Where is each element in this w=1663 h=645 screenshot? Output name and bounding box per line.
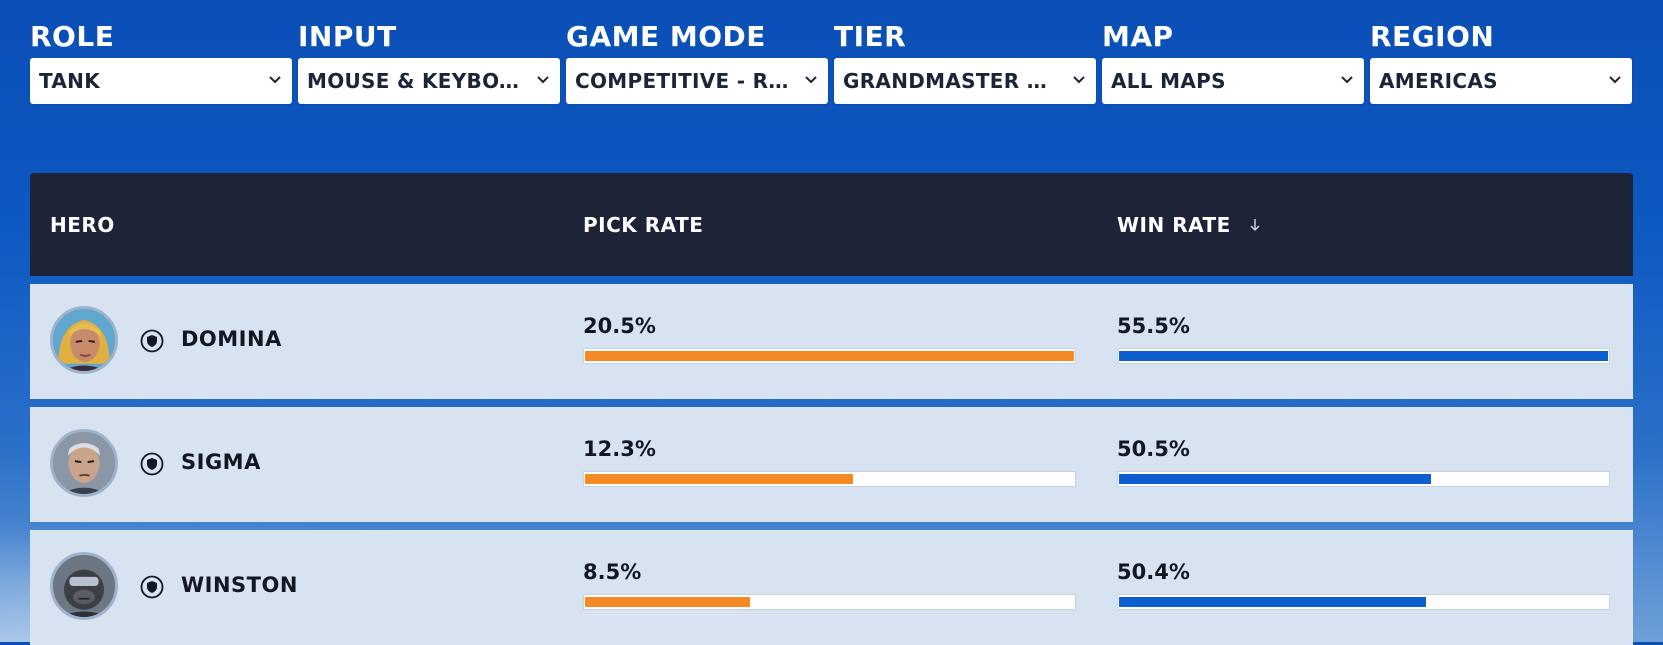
filter-region: REGION AMERICAS (1370, 18, 1632, 104)
hero-avatar-domina (50, 306, 118, 374)
tier-select[interactable]: GRANDMASTER AN... (834, 58, 1096, 104)
filter-bar: ROLE TANK INPUT MOUSE & KEYBOARD GAME MO… (30, 18, 1633, 104)
tier-select-value: GRANDMASTER AN... (843, 69, 1060, 93)
table-row[interactable]: WINSTON 8.5% 50.4% (30, 530, 1633, 645)
map-select-value: ALL MAPS (1111, 69, 1226, 93)
game-mode-select-value: COMPETITIVE - ROL... (575, 69, 792, 93)
pick-rate-bar-fill (585, 474, 854, 484)
table-row[interactable]: DOMINA 20.5% 55.5% (30, 284, 1633, 399)
win-rate-bar-fill (1119, 597, 1427, 607)
input-select[interactable]: MOUSE & KEYBOARD (298, 58, 560, 104)
chevron-down-icon (805, 76, 817, 84)
pick-rate-bar (583, 594, 1076, 610)
region-select[interactable]: AMERICAS (1370, 58, 1632, 104)
column-header-win-rate[interactable]: WIN RATE (1117, 213, 1261, 237)
hero-avatar-winston (50, 552, 118, 620)
filter-region-label: REGION (1370, 20, 1495, 53)
region-select-value: AMERICAS (1379, 69, 1498, 93)
tank-shield-icon (140, 452, 164, 476)
pick-rate-value: 12.3% (583, 437, 656, 461)
tank-shield-icon (140, 329, 164, 353)
filter-role: ROLE TANK (30, 18, 292, 104)
filter-input-label: INPUT (298, 20, 397, 53)
win-rate-value: 50.5% (1117, 437, 1190, 461)
table-header: HERO PICK RATE WIN RATE (30, 173, 1633, 276)
role-select-value: TANK (39, 69, 101, 93)
filter-tier-label: TIER (834, 20, 907, 53)
pick-rate-bar-fill (585, 351, 1074, 361)
filter-tier: TIER GRANDMASTER AN... (834, 18, 1096, 104)
win-rate-bar-fill (1119, 351, 1608, 361)
pick-rate-value: 8.5% (583, 560, 642, 584)
tank-shield-icon (140, 575, 164, 599)
map-select[interactable]: ALL MAPS (1102, 58, 1364, 104)
chevron-down-icon (269, 76, 281, 84)
pick-rate-bar (583, 348, 1076, 364)
hero-portrait-icon (53, 555, 115, 617)
pick-rate-bar (583, 471, 1076, 487)
hero-name[interactable]: SIGMA (181, 450, 261, 474)
hero-name[interactable]: WINSTON (181, 573, 298, 597)
hero-avatar-sigma (50, 429, 118, 497)
game-mode-select[interactable]: COMPETITIVE - ROL... (566, 58, 828, 104)
filter-game-mode-label: GAME MODE (566, 20, 766, 53)
input-select-value: MOUSE & KEYBOARD (307, 69, 524, 93)
filter-input: INPUT MOUSE & KEYBOARD (298, 18, 560, 104)
filter-game-mode: GAME MODE COMPETITIVE - ROL... (566, 18, 828, 104)
chevron-down-icon (1073, 76, 1085, 84)
column-header-hero[interactable]: HERO (50, 212, 115, 237)
win-rate-value: 55.5% (1117, 314, 1190, 338)
win-rate-bar (1117, 348, 1610, 364)
table-row[interactable]: SIGMA 12.3% 50.5% (30, 407, 1633, 522)
win-rate-value: 50.4% (1117, 560, 1190, 584)
hero-stats-table: HERO PICK RATE WIN RATE DOMINA 20.5% (30, 173, 1633, 645)
win-rate-bar (1117, 471, 1610, 487)
sort-descending-icon[interactable] (1249, 218, 1261, 232)
role-select[interactable]: TANK (30, 58, 292, 104)
chevron-down-icon (537, 76, 549, 84)
hero-name[interactable]: DOMINA (181, 327, 282, 351)
hero-portrait-icon (53, 309, 115, 371)
filter-map: MAP ALL MAPS (1102, 18, 1364, 104)
chevron-down-icon (1341, 76, 1353, 84)
hero-portrait-icon (53, 432, 115, 494)
chevron-down-icon (1609, 76, 1621, 84)
filter-map-label: MAP (1102, 20, 1174, 53)
filter-role-label: ROLE (30, 20, 115, 53)
win-rate-bar (1117, 594, 1610, 610)
win-rate-bar-fill (1119, 474, 1432, 484)
pick-rate-bar-fill (585, 597, 750, 607)
pick-rate-value: 20.5% (583, 314, 656, 338)
column-header-win-rate-label: WIN RATE (1117, 212, 1231, 237)
column-header-pick-rate[interactable]: PICK RATE (583, 212, 704, 237)
